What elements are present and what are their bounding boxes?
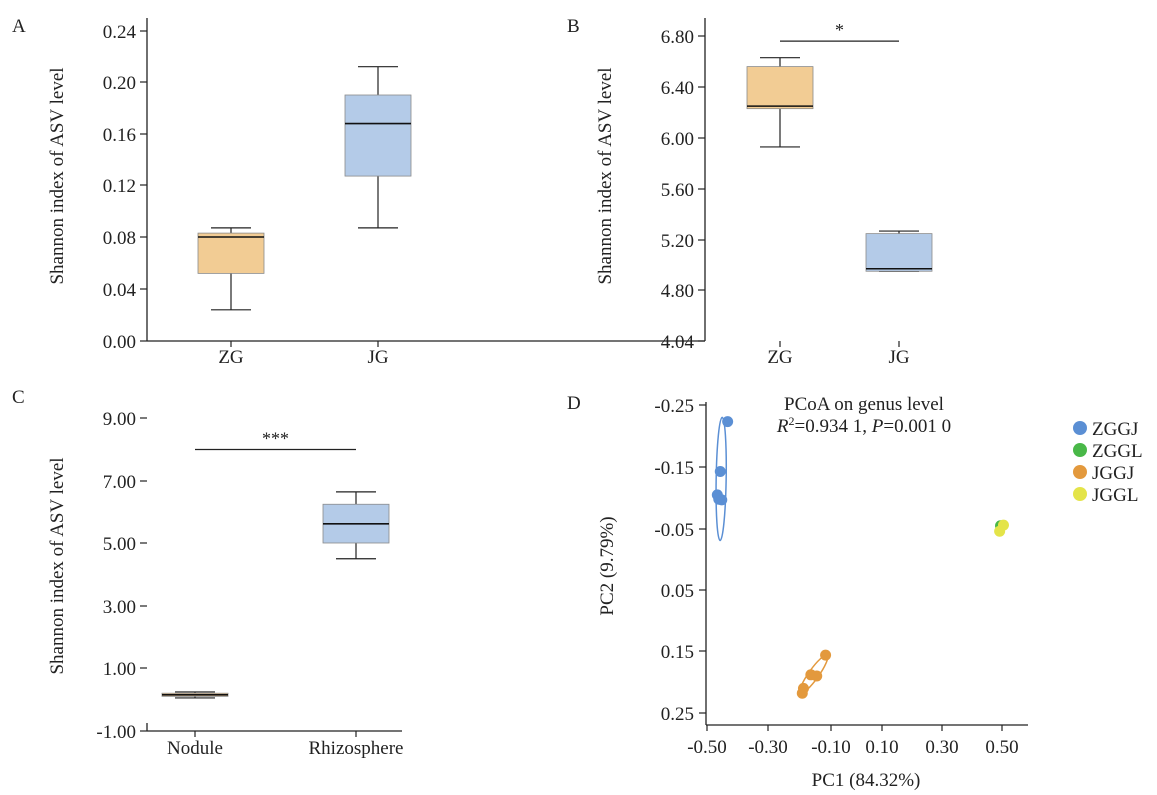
y-axis-label: PC2 (9.79%) (597, 516, 618, 615)
panel-letter: A (12, 16, 26, 37)
annotation-r2-sup: 2 (789, 414, 795, 428)
y-tick-label: 0.24 (103, 22, 137, 43)
box-body (746, 66, 814, 110)
y-tick-label: 6.40 (661, 78, 694, 99)
y-tick-label: 0.16 (103, 125, 136, 146)
y-tick-label: 9.00 (103, 409, 136, 430)
scatter-point-zggj (714, 466, 726, 478)
y-tick-label: 0.12 (103, 176, 136, 197)
y-tick-label: 0.25 (661, 704, 694, 725)
box-body (865, 233, 933, 272)
x-tick-label: ZG (218, 347, 244, 368)
legend-label: JGGL (1092, 485, 1138, 506)
scatter-point-zggj (716, 494, 728, 506)
scatter-point-jggl (994, 525, 1006, 537)
x-tick-label: -0.10 (811, 737, 851, 758)
y-axis-label: Shannon index of ASV level (47, 67, 68, 284)
panel-letter: C (12, 387, 25, 408)
x-tick-label: ZG (767, 347, 793, 368)
legend-marker-jggj (1073, 465, 1087, 479)
y-tick-label: -1.00 (96, 722, 136, 743)
legend-label: ZGGL (1092, 441, 1143, 462)
panel-letter: B (567, 16, 580, 37)
annotation-r2-value: =0.934 1, (795, 416, 872, 437)
x-tick-label: 0.50 (985, 737, 1018, 758)
y-tick-label: 4.04 (661, 332, 695, 353)
y-tick-label: 3.00 (103, 597, 136, 618)
annotation-p-label: P (871, 416, 884, 437)
y-tick-label: 5.00 (103, 534, 136, 555)
y-tick-label: 0.15 (661, 642, 694, 663)
y-axis-label: Shannon index of ASV level (595, 67, 616, 284)
significance-label: * (835, 20, 844, 40)
scatter-point-jggj (796, 687, 808, 699)
chart-title: PCoA on genus level (784, 394, 944, 415)
confidence-ellipse-zggj (715, 416, 728, 542)
box-body (344, 94, 412, 177)
x-tick-label: JG (888, 347, 909, 368)
legend-label: ZGGJ (1092, 419, 1138, 440)
y-tick-label: 6.00 (661, 129, 694, 150)
y-tick-label: -0.15 (654, 458, 694, 479)
scatter-point-jggj (811, 670, 823, 682)
box-body (197, 232, 265, 274)
x-tick-label: -0.50 (687, 737, 727, 758)
legend-marker-zggj (1073, 421, 1087, 435)
x-tick-label: 0.30 (925, 737, 958, 758)
legend-marker-zggl (1073, 443, 1087, 457)
x-tick-label: Rhizosphere (309, 738, 404, 759)
y-tick-label: 0.04 (103, 280, 137, 301)
y-tick-label: 6.80 (661, 27, 694, 48)
significance-label: *** (262, 429, 289, 449)
y-tick-label: 1.00 (103, 659, 136, 680)
legend-marker-jggl (1073, 487, 1087, 501)
y-tick-label: 0.05 (661, 581, 694, 602)
y-tick-label: 0.00 (103, 332, 136, 353)
x-tick-label: -0.30 (748, 737, 788, 758)
y-axis-label: Shannon index of ASV level (47, 457, 68, 674)
y-tick-label: -0.25 (654, 396, 694, 417)
y-tick-label: -0.05 (654, 520, 694, 541)
x-tick-label: JG (367, 347, 388, 368)
y-tick-label: 7.00 (103, 472, 136, 493)
legend-label: JGGJ (1092, 463, 1134, 484)
panel-letter: D (567, 393, 581, 414)
y-tick-label: 0.08 (103, 228, 136, 249)
y-tick-label: 0.20 (103, 73, 136, 94)
x-tick-label: 0.10 (865, 737, 898, 758)
scatter-point-jggj (820, 649, 832, 661)
y-tick-label: 4.80 (661, 281, 694, 302)
x-tick-label: Nodule (167, 738, 223, 759)
stats-annotation: R2=0.934 1, P=0.001 0 (776, 414, 951, 437)
annotation-r2-label: R (776, 416, 789, 437)
x-axis-label: PC1 (84.32%) (812, 770, 921, 791)
scatter-point-zggj (722, 416, 734, 428)
y-tick-label: 5.60 (661, 180, 694, 201)
annotation-p-value: =0.001 0 (883, 416, 951, 437)
y-tick-label: 5.20 (661, 231, 694, 252)
